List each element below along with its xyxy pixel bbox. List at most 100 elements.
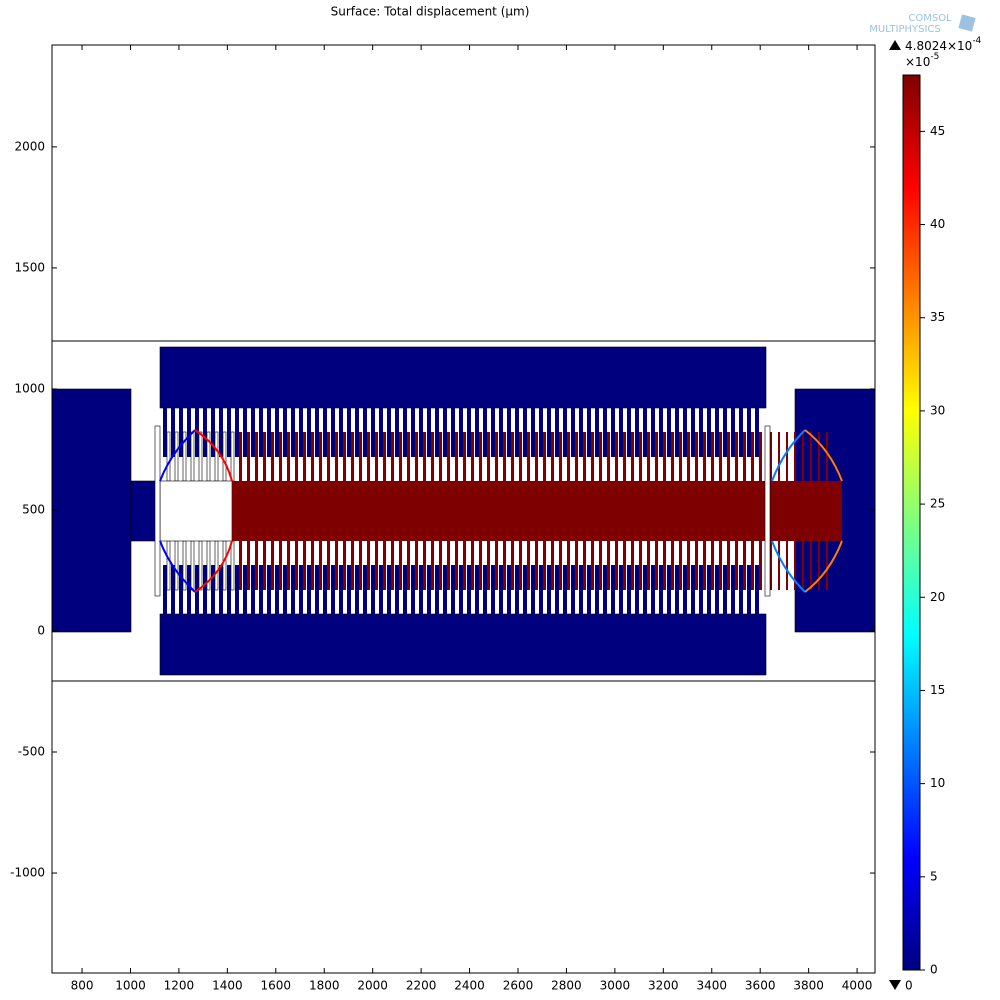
domain-part [555, 565, 559, 614]
domain-part [615, 432, 618, 481]
x-tick-label: 4000 [842, 979, 873, 993]
domain-part [667, 408, 671, 457]
domain-part [483, 408, 487, 457]
domain-part [475, 565, 479, 614]
domain-part [563, 408, 567, 457]
domain-part [179, 565, 183, 614]
domain-part [723, 565, 727, 614]
domain-part [411, 408, 415, 457]
domain-part [719, 432, 722, 481]
domain-part [447, 432, 450, 481]
domain-part [691, 565, 695, 614]
domain-part [259, 408, 263, 457]
logo-text: COMSOL [908, 13, 952, 24]
domain-part [275, 408, 279, 457]
domain-part [826, 432, 828, 481]
spring [771, 540, 806, 593]
domain-part [159, 346, 767, 409]
domain-part [659, 408, 663, 457]
y-tick-label: 0 [37, 623, 45, 637]
domain-part [531, 565, 535, 614]
domain-part [343, 432, 346, 481]
domain-part [523, 408, 527, 457]
domain-part [703, 541, 706, 590]
domain-part [230, 540, 235, 591]
domain-part [743, 432, 746, 481]
domain-part [359, 541, 362, 590]
domain-part [319, 432, 322, 481]
domain-part [174, 431, 179, 482]
domain-part [211, 408, 215, 457]
domain-part [327, 541, 330, 590]
domain-part [171, 565, 175, 614]
domain-part [663, 541, 666, 590]
domain-part [166, 431, 171, 482]
domain-part [323, 408, 327, 457]
plot-frame [51, 44, 876, 974]
multiplier-text: ×10 [905, 55, 930, 69]
x-tick-label: 1400 [212, 979, 243, 993]
domain-part [539, 565, 543, 614]
domain-part [291, 565, 295, 614]
y-tick-label: 1000 [14, 381, 45, 395]
domain-part [387, 408, 391, 457]
domain-part [810, 432, 812, 481]
logo-icon [958, 14, 976, 32]
colorbar-tick-label: 35 [930, 310, 945, 324]
domain-part [503, 432, 506, 481]
domain-part [659, 565, 663, 614]
spring [194, 429, 233, 482]
x-tick-label: 1800 [309, 979, 340, 993]
domain-part [535, 541, 538, 590]
domain-part [443, 408, 447, 457]
domain-part [319, 541, 322, 590]
domain-part [643, 565, 647, 614]
domain-part [447, 541, 450, 590]
domain-part [679, 432, 682, 481]
domain-part [255, 541, 258, 590]
domain-part [163, 565, 167, 614]
domain-part [307, 565, 311, 614]
domain-part [487, 432, 490, 481]
domain-part [335, 432, 338, 481]
domain-part [747, 565, 751, 614]
domain-part [395, 565, 399, 614]
domain-part [595, 565, 599, 614]
domain-part [535, 432, 538, 481]
domain-part [695, 432, 698, 481]
x-tick-label: 1600 [261, 979, 292, 993]
domain-part [575, 541, 578, 590]
domain-part [615, 541, 618, 590]
domain-part [363, 565, 367, 614]
domain-part [715, 565, 719, 614]
x-tick-label: 3000 [600, 979, 631, 993]
domain-part [411, 565, 415, 614]
domain-part [567, 432, 570, 481]
domain-part [707, 565, 711, 614]
domain-part [543, 432, 546, 481]
geometry [52, 340, 875, 682]
domain-part [507, 408, 511, 457]
domain-part [603, 408, 607, 457]
domain-part [826, 541, 828, 590]
domain-part [515, 408, 519, 457]
domain-part [159, 613, 767, 676]
domain-part [699, 408, 703, 457]
domain-part [479, 541, 482, 590]
spring [804, 540, 843, 593]
domain-part [810, 541, 812, 590]
domain-part [786, 541, 788, 590]
domain-part [427, 565, 431, 614]
x-tick-label: 1000 [115, 979, 146, 993]
domain-part [499, 408, 503, 457]
domain-part [455, 541, 458, 590]
domain-part [222, 540, 227, 591]
domain-part [607, 541, 610, 590]
domain-part [751, 432, 754, 481]
domain-part [291, 408, 295, 457]
domain-part [759, 432, 762, 481]
domain-part [467, 408, 471, 457]
domain-part [683, 565, 687, 614]
domain-part [211, 565, 215, 614]
